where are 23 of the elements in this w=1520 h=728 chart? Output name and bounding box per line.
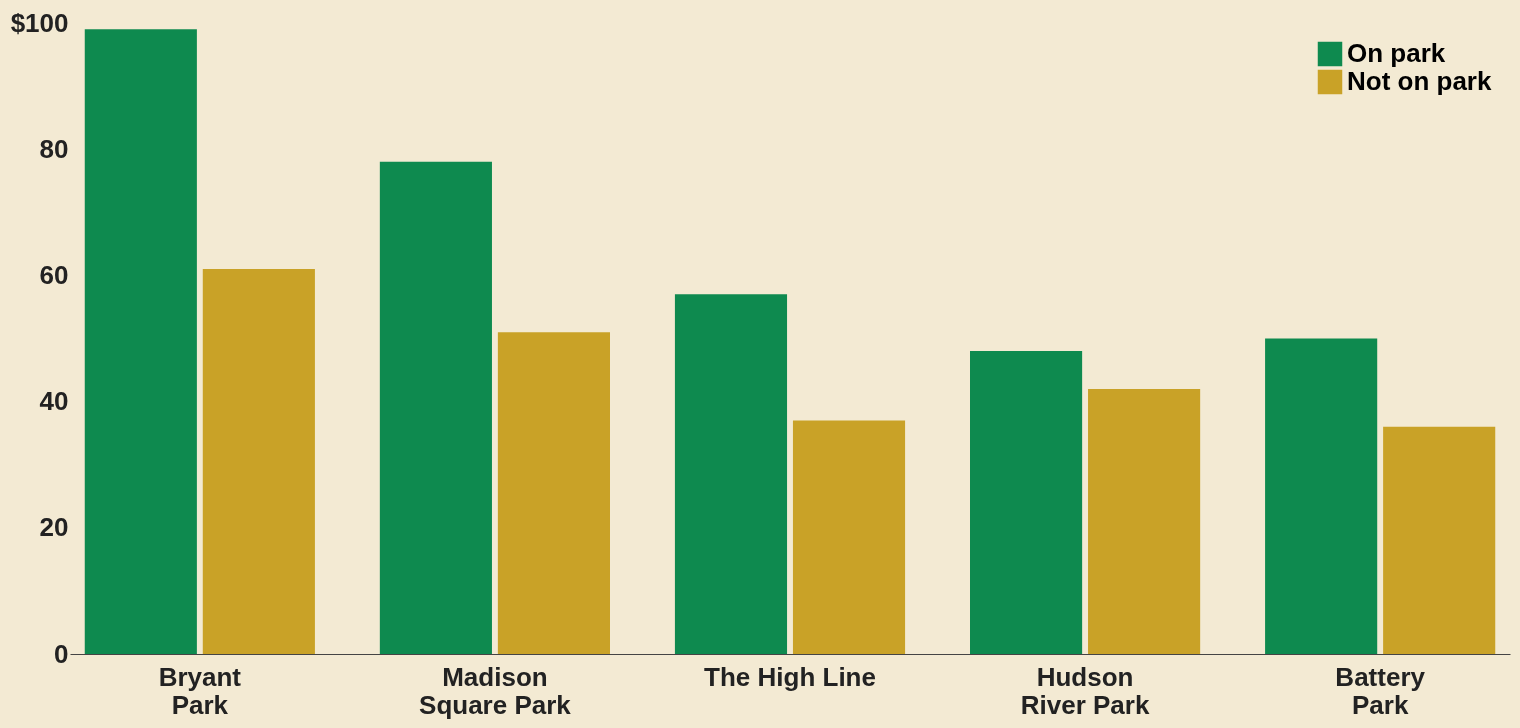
x-tick-label: Bryant Park <box>158 661 242 720</box>
bar <box>1088 388 1201 654</box>
bar <box>1383 426 1496 654</box>
bar <box>674 294 788 654</box>
bar <box>202 269 315 654</box>
y-tick-label: 80 <box>39 133 69 164</box>
x-tick-label: The High Line <box>704 661 876 692</box>
x-tick-label: Hudson River Park <box>1020 661 1150 720</box>
bar <box>1265 338 1378 654</box>
y-tick-label: $100 <box>10 7 69 38</box>
y-tick-label: 20 <box>39 512 69 543</box>
legend-label: On park <box>1347 38 1446 68</box>
bar <box>497 332 610 654</box>
legend-label: Not on park <box>1347 66 1492 96</box>
bar <box>792 420 906 654</box>
x-tick-label: Madison Square Park <box>419 661 572 720</box>
x-tick-label: Battery Park <box>1335 661 1426 720</box>
y-tick-label: 60 <box>39 259 69 290</box>
y-tick-label: 40 <box>39 386 69 417</box>
y-tick-label: 0 <box>54 638 69 669</box>
bar <box>84 29 197 654</box>
bar <box>379 161 492 654</box>
bar <box>970 351 1083 654</box>
